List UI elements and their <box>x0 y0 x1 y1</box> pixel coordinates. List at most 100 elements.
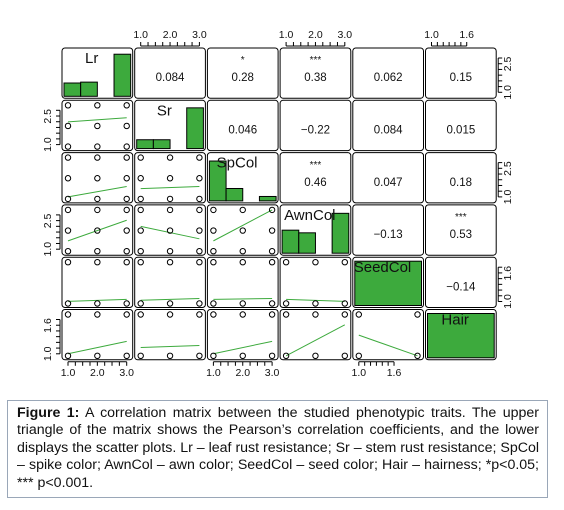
scatter-point <box>94 195 101 203</box>
scatter-point <box>123 195 130 203</box>
correlation-matrix-chart: 1.0 2.0 3.0 1.0 2.0 3.0 1.0 1.6 1.0 2.0 3.0 1.0 2.0 3… <box>42 29 514 379</box>
panel-frame <box>425 256 497 309</box>
histogram-bar <box>298 232 316 254</box>
correlation-value: 0.18 <box>450 177 472 189</box>
scatter-point <box>268 259 276 266</box>
histogram-bar <box>80 81 98 97</box>
scatter-point <box>166 259 174 266</box>
scatter-point <box>341 259 348 266</box>
scatter-point <box>282 311 290 318</box>
right-axis-tick-label: 2.5 <box>502 57 514 72</box>
scatter-point <box>341 311 348 318</box>
scatter-point <box>210 311 217 318</box>
scatter-point <box>239 311 246 318</box>
panel-frame <box>352 47 424 99</box>
scatter-point <box>196 154 203 161</box>
scatter-point <box>282 259 290 266</box>
scatter-point <box>166 206 174 214</box>
panel-frame <box>134 47 206 99</box>
fit-line <box>140 225 200 240</box>
bottom-axis-tick-label: 1.0 <box>206 367 221 379</box>
histogram-bar <box>152 139 171 150</box>
scatter-point <box>166 154 174 161</box>
scatter-point <box>123 206 130 214</box>
panel-frame <box>425 152 497 204</box>
histogram-bar <box>281 229 300 254</box>
fit-line <box>213 340 273 355</box>
scatter-point <box>123 259 130 266</box>
scatter-point <box>268 300 276 307</box>
top-axis-tick-label: 1.0 <box>424 29 439 41</box>
scatter-point <box>210 227 217 234</box>
scatter-point <box>414 311 421 318</box>
panel-frame <box>61 152 134 204</box>
fit-line <box>140 344 200 349</box>
variable-label-hair: Hair <box>441 312 469 329</box>
scatter-point <box>64 195 72 203</box>
panel-frame <box>279 256 352 309</box>
left-axis-tick-label: 1.0 <box>42 137 54 152</box>
panel-frame <box>134 152 206 204</box>
scatter-point <box>166 300 174 307</box>
panel-frame <box>61 256 134 309</box>
panel-frame <box>425 99 497 152</box>
scatter-point <box>123 311 130 318</box>
panel-frame <box>206 47 279 99</box>
histogram-bar <box>354 260 422 307</box>
scatter-point <box>123 352 130 359</box>
bottom-axis-tick-label: 3.0 <box>119 367 134 379</box>
left-axis-tick-label: 1.0 <box>42 346 54 361</box>
left-axis-tick-label: 2.5 <box>42 109 54 124</box>
panel-frame <box>425 47 497 99</box>
significance-stars: *** <box>455 212 467 223</box>
scatter-point <box>239 259 246 266</box>
scatter-point <box>414 352 421 359</box>
panel-frame <box>134 204 206 256</box>
correlation-value: 0.062 <box>374 72 403 84</box>
correlation-value: −0.13 <box>374 229 403 241</box>
variable-label-spcol: SpCol <box>217 155 258 172</box>
right-axis-tick-label: 2.5 <box>502 161 514 176</box>
scatter-point <box>312 300 319 307</box>
histogram-bar <box>63 82 82 97</box>
scatter-point <box>239 248 246 255</box>
fit-line <box>67 219 127 242</box>
fit-line <box>213 298 273 300</box>
fit-line <box>140 186 200 190</box>
scatter-point <box>239 300 246 307</box>
scatter-point <box>210 259 217 266</box>
scatter-point <box>94 352 101 359</box>
scatter-point <box>166 311 174 318</box>
top-axis-tick-label: 3.0 <box>192 29 207 41</box>
scatter-point <box>64 227 72 234</box>
scatter-point <box>123 227 130 234</box>
panel-frame <box>352 309 424 361</box>
histogram-bar <box>331 212 350 254</box>
panel-frame <box>61 99 134 152</box>
scatter-point <box>210 300 217 307</box>
scatter-point <box>64 248 72 255</box>
scatter-point <box>137 206 144 214</box>
correlation-value: 0.046 <box>228 124 257 136</box>
correlation-value: 0.047 <box>374 177 403 189</box>
top-axis-tick-label: 2.0 <box>308 29 323 41</box>
scatter-point <box>123 102 130 109</box>
panel-frame <box>279 152 352 204</box>
scatter-point <box>64 352 72 359</box>
top-axis-tick-label: 1.0 <box>279 29 294 41</box>
correlation-value: 0.084 <box>374 124 403 136</box>
scatter-point <box>355 352 362 359</box>
scatter-point <box>64 311 72 318</box>
scatter-point <box>123 143 130 150</box>
scatter-point <box>94 300 101 307</box>
panel-frame <box>352 99 424 152</box>
histogram-bar <box>113 53 132 97</box>
top-axis-tick-label: 1.6 <box>459 29 474 41</box>
scatter-point <box>282 300 290 307</box>
bottom-axis-tick-label: 1.6 <box>387 367 402 379</box>
scatter-point <box>137 195 144 203</box>
variable-label-awncol: AwnCol <box>284 207 335 224</box>
panel-frame <box>279 47 352 99</box>
panel-frame <box>279 309 352 361</box>
figure-caption: Figure 1: A correlation matrix between t… <box>7 400 548 498</box>
